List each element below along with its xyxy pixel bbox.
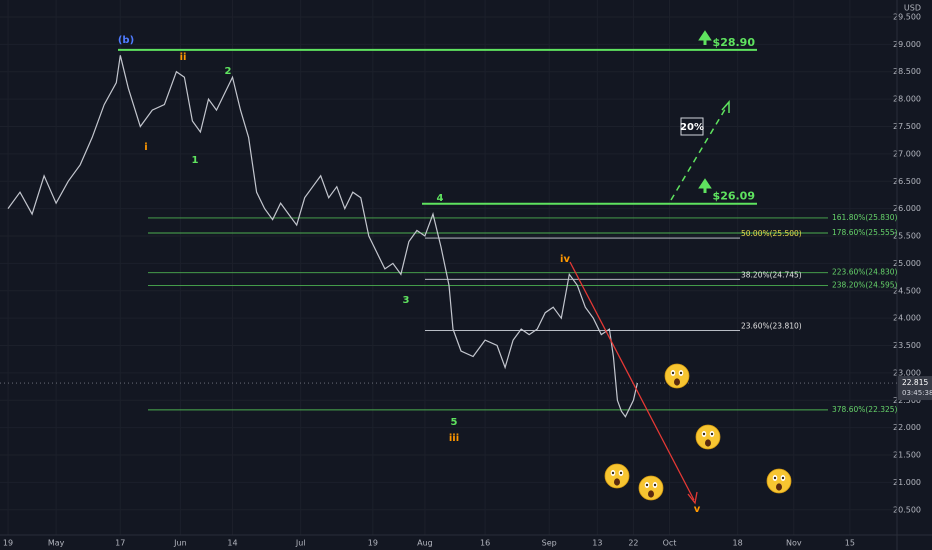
- retracement-label: 23.60%(23.810): [741, 322, 802, 331]
- x-tick-label: 13: [592, 539, 602, 548]
- fib-label: 238.20%(24.595): [832, 281, 898, 290]
- arrow-head: [687, 491, 698, 505]
- retracement-label: 38.20%(24.745): [741, 270, 802, 279]
- x-tick-label: Sep: [542, 539, 557, 548]
- price-tag-value: 22.815: [902, 378, 928, 387]
- wave-label: 5: [451, 417, 458, 428]
- currency: USD: [904, 4, 921, 13]
- x-tick-label: 14: [227, 539, 237, 548]
- y-tick-label: 23.500: [893, 341, 921, 350]
- target-label: $28.90: [713, 36, 756, 49]
- x-tick-label: 18: [733, 539, 743, 548]
- x-tick-label: Oct: [663, 539, 677, 548]
- wave-label: i: [144, 142, 147, 153]
- y-tick-label: 26.000: [893, 204, 921, 213]
- fib-label: 378.60%(22.325): [832, 405, 898, 414]
- percent-box: [680, 117, 704, 136]
- fib-label: 178.60%(25.555): [832, 228, 898, 237]
- x-tick-label: Jul: [295, 539, 306, 548]
- fib-label: 161.80%(25.830): [832, 213, 898, 222]
- y-tick-label: 29.500: [893, 12, 921, 21]
- y-tick-label: 21.500: [893, 451, 921, 460]
- x-tick-label: 15: [845, 539, 855, 548]
- y-tick-label: 25.000: [893, 259, 921, 268]
- y-tick-label: 27.500: [893, 122, 921, 131]
- target-label: $26.09: [713, 190, 755, 203]
- emoji: [766, 468, 792, 494]
- emoji: [638, 475, 664, 501]
- x-tick-label: Nov: [786, 539, 802, 548]
- up-arrow: [698, 178, 712, 193]
- y-tick-label: 22.500: [893, 396, 921, 405]
- x-tick-label: 19: [3, 539, 13, 548]
- y-tick-label: 20.500: [893, 505, 921, 514]
- x-tick-label: 17: [115, 539, 125, 548]
- price-line: [7, 55, 638, 418]
- fib-label: 223.60%(24.830): [832, 268, 898, 277]
- x-tick-label: 16: [480, 539, 490, 548]
- wave-label: 2: [225, 66, 232, 77]
- y-tick-label: 28.500: [893, 67, 921, 76]
- wave-label: 1: [192, 155, 199, 166]
- wave-label: iii: [449, 433, 459, 444]
- y-tick-label: 22.000: [893, 423, 921, 432]
- up-arrow: [698, 30, 712, 45]
- wave-label: 4: [437, 193, 444, 204]
- wave-label: ii: [180, 52, 187, 63]
- x-tick-label: 22: [628, 539, 638, 548]
- arrow-head: [721, 100, 730, 113]
- emoji: [604, 463, 630, 489]
- y-tick-label: 29.000: [893, 40, 921, 49]
- emoji: [695, 424, 721, 450]
- wave-label: 3: [403, 295, 410, 306]
- x-tick-label: 19: [368, 539, 378, 548]
- price-tag: [898, 376, 932, 401]
- trend-arrow: [569, 261, 695, 501]
- y-tick-label: 21.000: [893, 478, 921, 487]
- y-tick-label: 23.000: [893, 368, 921, 377]
- y-tick-label: 27.000: [893, 149, 921, 158]
- plot: $28.90 $26.09 161.80%(25.830) 178.60%(25.55…: [0, 36, 932, 418]
- wave-label: v: [694, 504, 701, 515]
- retracement-label: 50.00%(25.500): [741, 229, 802, 238]
- decorations: [569, 30, 792, 505]
- x-tick-label: Aug: [417, 539, 433, 548]
- y-tick-label: 24.500: [893, 286, 921, 295]
- wave-label: 20%: [680, 122, 704, 133]
- emoji: [664, 363, 690, 389]
- wave-label: (b): [118, 35, 134, 46]
- y-tick-label: 26.500: [893, 177, 921, 186]
- y-tick-label: 24.000: [893, 314, 921, 323]
- price-tag-countdown: 03:45:38: [902, 389, 932, 397]
- y-tick-label: 25.500: [893, 232, 921, 241]
- projection-arrow: [670, 105, 728, 201]
- y-tick-label: 28.000: [893, 95, 921, 104]
- x-tick-label: Jun: [173, 539, 187, 548]
- x-tick-label: May: [48, 539, 65, 548]
- wave-label: iv: [560, 254, 570, 265]
